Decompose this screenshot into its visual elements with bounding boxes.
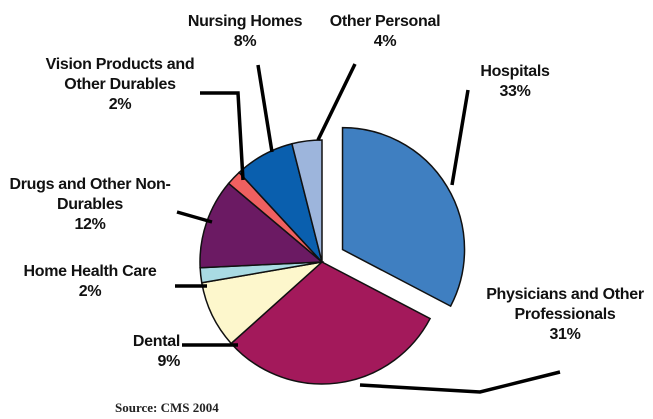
pie-slice — [291, 139, 323, 263]
leader-line — [176, 210, 213, 224]
category-name: Dental — [132, 333, 180, 350]
value-label: 33% — [499, 83, 531, 100]
slice-label: Other Personal 4% — [315, 12, 455, 52]
leader-line — [200, 91, 245, 181]
slice-label: Dental 9% — [110, 332, 180, 372]
value-label: 12% — [74, 216, 106, 233]
leader-line — [450, 89, 470, 186]
category-name: Other Personal — [329, 13, 441, 30]
value-label: 31% — [549, 326, 581, 343]
leader-line — [316, 63, 357, 141]
source-note: Source: CMS 2004 — [115, 400, 219, 415]
value-label: 4% — [373, 33, 397, 50]
category-name: Home Health Care — [23, 263, 157, 280]
leader-line — [256, 64, 274, 153]
pie-slice — [230, 261, 432, 385]
pie-slice — [341, 126, 466, 308]
category-name: Drugs and Other Non-Durables — [9, 176, 171, 213]
slice-label: Vision Products and Other Durables 2% — [25, 55, 215, 115]
slice-label: Physicians and Other Professionals 31% — [475, 285, 653, 345]
value-label: 2% — [108, 96, 132, 113]
category-name: Vision Products and Other Durables — [45, 56, 195, 93]
category-name: Hospitals — [480, 63, 550, 80]
value-label: 9% — [157, 353, 180, 370]
pie-slice — [199, 182, 324, 269]
category-name: Nursing Homes — [187, 13, 303, 30]
slice-label: Home Health Care 2% — [5, 262, 175, 302]
slice-label: Nursing Homes 8% — [175, 12, 315, 52]
leader-line — [359, 370, 561, 394]
slice-label: Drugs and Other Non-Durables 12% — [5, 175, 175, 235]
value-label: 8% — [233, 33, 257, 50]
value-label: 2% — [78, 283, 102, 300]
category-name: Physicians and Other Professionals — [486, 286, 644, 323]
slice-label: Hospitals 33% — [470, 62, 560, 102]
